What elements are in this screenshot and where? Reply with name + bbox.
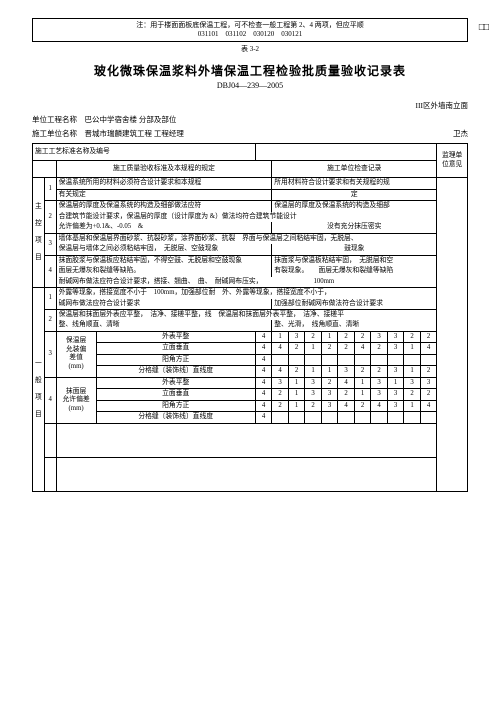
- hdr-r1: III区外墙南立面: [416, 100, 469, 111]
- m1a: 保温系统所用的材料必须符合设计要求和本规程: [56, 178, 272, 189]
- side-zhu: 主控项目: [33, 178, 45, 288]
- hdr-l1-label: 单位工程名称: [32, 115, 77, 124]
- data-row-2: 阳角方正 4: [33, 354, 468, 365]
- m3-2: 保温层与墙体之间必须粘结牢固， 无脱层、空鼓现象: [56, 244, 272, 255]
- g1a: 外露等现象，搭接宽度不小于 100mm，加强部位耐 外、外露等现象，搭接宽度不小…: [56, 288, 437, 299]
- g1b: 碱网布做法应符合设计要求: [56, 299, 272, 310]
- hdr-l2-label: 施工单位名称: [32, 129, 77, 138]
- block1: 保温层 允装偏 差值 (mm): [56, 331, 96, 377]
- m1b: 所用材料符合设计要求和有关规程的规: [272, 178, 437, 189]
- m5-1: 面层无爆灰和裂缝等缺陷。: [56, 266, 272, 276]
- m2-2r: 没有充分抹压密实: [272, 222, 437, 233]
- m5-1r: 有裂现象。 面层无爆灰和裂缝等缺陷: [272, 266, 437, 276]
- m1c: 有关规定: [56, 189, 272, 200]
- g1c: 加强部位耐碱网布做法符合设计要求: [272, 299, 437, 310]
- hdr-l1-value: 巴公中学宿舍楼 分部及部位: [85, 115, 177, 124]
- data-row-7: 分格缝〔装饰线〕直线度 4: [33, 412, 468, 423]
- main-table: 施工工艺标准名称及编号 监理单 位意见 施工质量验收标准及本规程的规定 施工单位…: [32, 143, 468, 492]
- row-qc: 施工质量验收标准及本规程的规定: [56, 161, 272, 178]
- hdr-l2-value: 晋城市瑞麟建筑工程 工程经理: [85, 129, 184, 138]
- g2a: 保温层和抹面层外表应平整， 洁净、接槎平整，线 保温层和抹面层外表平整， 洁净、…: [56, 310, 437, 321]
- data-row-6: 阳角方正 42123424314: [33, 400, 468, 411]
- topnote-line1: 注：用于楼面面板底保温工程，可不检查一般工程第 2、4 两项，但应平顺: [37, 21, 463, 30]
- hdr-r2: 卫杰: [453, 128, 468, 139]
- m4-1r: 抹面浆与保温板粘结牢固， 无脱层和空: [272, 255, 437, 266]
- bar2: 保温层的厚度及保温系统的构造及细部: [272, 201, 437, 212]
- data-row-3: 分格缝〔装饰线〕直线度 44211322312: [33, 366, 468, 377]
- m2-2: 允许偏差为+0.1&、-0.05 &: [56, 222, 272, 233]
- data-row-1: 立面垂直 44212242314: [33, 343, 468, 354]
- m4-1: 抹面胶浆与保温板应粘结牢固，不得空鼓、无脱层和空鼓现象: [56, 255, 272, 266]
- m3-1: 墙体基层和保温层界面砂浆、抗裂砂浆，涂界面砂浆、抗裂 界面与保温层之间粘结牢固，…: [56, 233, 437, 244]
- block2: 抹面层 允许偏差 (mm): [56, 377, 96, 423]
- row-std: 施工工艺标准名称及编号: [33, 144, 256, 161]
- m2-1: 合建筑节能设计要求，保温层的厚度（设计厚度为 &）做法均符合建筑节能设计: [56, 212, 437, 222]
- row-unit: 施工单位检查记录: [272, 161, 437, 178]
- data-row-5: 立面垂直 42133213322: [33, 389, 468, 400]
- side-yiban: 一般项目: [33, 288, 45, 492]
- m1d: 定: [272, 189, 437, 200]
- m6-1: 耐碱网布做法应符合设计要求，搭接、翘曲、 曲、 耐碱网布压实， 100mm: [56, 277, 437, 288]
- row-sup: 监理单 位意见: [437, 144, 468, 178]
- bar: 保温层的厚度及保温系统的构造及细部做法应符: [56, 201, 272, 212]
- g2b: 整、线角顺直、清晰: [56, 320, 272, 331]
- doc-code: DBJ04—239—2005: [32, 81, 468, 90]
- m3-2r: 鼓现象: [272, 244, 437, 255]
- checkbox-pair: □□: [479, 21, 487, 34]
- data-row-4: 4 抹面层 允许偏差 (mm) 外表平整 43132413133: [33, 377, 468, 388]
- table-label: 表 3-2: [32, 44, 468, 54]
- topnote-line2: 031101 031102 030120 030121: [37, 30, 463, 39]
- page-title: 玻化微珠保温浆料外墙保温工程检验批质量验收记录表: [32, 62, 468, 79]
- g2c: 整、光滑， 线角顺直、清晰: [272, 320, 437, 331]
- data-row-0: 3 保温层 允装偏 差值 (mm) 外表平整 41321223322: [33, 331, 468, 342]
